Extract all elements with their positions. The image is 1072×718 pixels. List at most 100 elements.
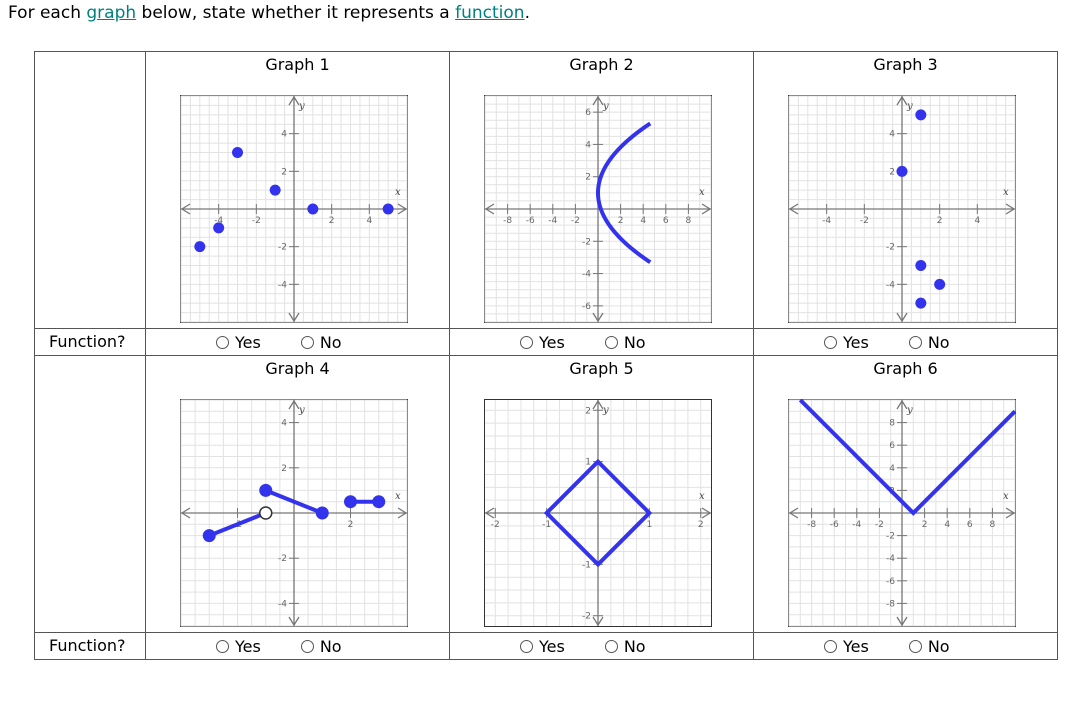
x-tick-label: -1	[542, 520, 551, 530]
radio-icon[interactable]	[520, 639, 533, 653]
yes-option-graph-5[interactable]: Yes	[520, 637, 565, 656]
y-axis-arrow	[896, 312, 908, 323]
y-axis-arrow	[592, 312, 604, 323]
graph-cell-1: Graph 1 x y -4 -2 2 4 4 2 -2 -4	[145, 51, 450, 329]
option-label: No	[623, 332, 646, 352]
radio-icon[interactable]	[908, 335, 922, 349]
y-tick-label: -2	[886, 243, 895, 253]
graph-link[interactable]: graph	[86, 3, 137, 23]
graph-plot-5: x y -2 -1 1 2 2 1 -1 -2	[484, 399, 712, 627]
y-tick-label: 2	[889, 167, 895, 177]
no-option-graph-3[interactable]: No	[908, 332, 950, 352]
x-tick-label: -4	[214, 216, 223, 226]
data-point	[915, 109, 927, 121]
option-label: No	[319, 636, 342, 656]
x-axis-label: x	[699, 491, 705, 502]
y-tick-label: -2	[582, 237, 591, 247]
closed-endpoint	[372, 495, 386, 509]
y-axis-label: y	[298, 405, 305, 416]
yes-option-graph-1[interactable]: Yes	[216, 333, 261, 352]
plot-content	[543, 458, 653, 568]
no-option-graph-4[interactable]: No	[300, 636, 342, 656]
option-label: No	[927, 332, 950, 352]
x-tick-label: 2	[618, 216, 624, 226]
x-tick-label: 6	[663, 216, 669, 226]
y-tick-label: -2	[582, 612, 591, 622]
graph-plot-3: x y -4 -2 2 4 4 2 -2 -4	[788, 95, 1016, 323]
data-point	[232, 147, 243, 158]
no-option-graph-2[interactable]: No	[604, 332, 646, 352]
y-tick-label: 4	[889, 464, 895, 474]
x-tick-label: 4	[944, 520, 950, 530]
x-tick-label: -2	[252, 216, 261, 226]
graph-svg: x y -4 -2 2 4 4 2 -2 -4	[180, 95, 408, 323]
radio-icon[interactable]	[908, 639, 922, 653]
y-tick-label: 4	[281, 130, 287, 140]
no-option-graph-5[interactable]: No	[604, 637, 646, 656]
x-axis-label: x	[699, 187, 705, 198]
x-tick-label: -2	[491, 520, 500, 530]
x-axis-arrow	[397, 507, 408, 519]
y-axis-label: y	[602, 405, 609, 416]
graph-title: Graph 4	[265, 359, 330, 378]
data-point	[915, 297, 927, 309]
y-tick-label: 4	[889, 130, 895, 140]
graph-title: Graph 1	[265, 55, 330, 74]
radio-icon[interactable]	[216, 335, 229, 349]
y-tick-label: 2	[281, 167, 287, 177]
x-tick-label: 2	[329, 216, 335, 226]
radio-icon[interactable]	[300, 639, 314, 653]
y-tick-label: -4	[886, 554, 895, 564]
radio-icon[interactable]	[604, 335, 618, 349]
y-tick-label: -1	[582, 560, 591, 570]
plot-content	[798, 399, 1016, 516]
x-tick-label: -4	[548, 216, 557, 226]
radio-icon[interactable]	[300, 335, 314, 349]
parabola-curve	[595, 121, 652, 264]
function-label-cell: Function?	[34, 632, 146, 660]
radio-icon[interactable]	[824, 335, 837, 349]
radio-icon[interactable]	[520, 335, 533, 349]
y-tick-label: -2	[278, 243, 287, 253]
closed-endpoint	[202, 529, 216, 543]
data-point	[896, 165, 908, 177]
yes-option-graph-3[interactable]: Yes	[824, 333, 869, 352]
label-cell	[34, 51, 146, 329]
y-tick-label: 6	[585, 108, 591, 118]
x-tick-label: -4	[852, 520, 861, 530]
x-axis-label: x	[1003, 187, 1009, 198]
y-tick-label: -2	[278, 554, 287, 564]
y-tick-label: -6	[582, 302, 591, 312]
function-link[interactable]: function	[455, 3, 525, 23]
radio-icon[interactable]	[824, 639, 837, 653]
plot-content	[194, 147, 394, 253]
x-axis-arrow	[484, 203, 495, 215]
x-axis-arrow	[180, 203, 191, 215]
x-tick-label: 2	[698, 520, 704, 530]
no-option-graph-1[interactable]: No	[300, 333, 342, 352]
y-tick-label: 4	[281, 419, 287, 429]
diamond-shape	[543, 458, 653, 568]
radio-icon[interactable]	[216, 639, 229, 653]
x-tick-label: -8	[807, 520, 816, 530]
y-axis-label: y	[602, 101, 609, 112]
y-axis-arrow	[592, 399, 604, 410]
x-axis-arrow	[701, 507, 712, 519]
x-tick-label: 4	[640, 216, 646, 226]
y-tick-label: -4	[886, 280, 895, 290]
function-label: Function?	[49, 636, 126, 655]
radio-icon[interactable]	[604, 639, 618, 653]
graphs-table: Graph 1 x y -4 -2 2 4 4 2 -2 -4 Graph 2 x y -8 -6 -4 -2 2…	[34, 51, 1058, 660]
y-tick-label: -4	[278, 280, 287, 290]
x-tick-label: 6	[967, 520, 973, 530]
answer-cell-1: Yes No	[145, 328, 450, 356]
x-axis-arrow	[788, 203, 799, 215]
graph-title: Graph 3	[873, 55, 938, 74]
x-axis-arrow	[1005, 203, 1016, 215]
yes-option-graph-4[interactable]: Yes	[216, 637, 261, 656]
no-option-graph-6[interactable]: No	[908, 637, 950, 656]
yes-option-graph-6[interactable]: Yes	[824, 637, 869, 656]
yes-option-graph-2[interactable]: Yes	[520, 333, 565, 352]
answer-cell-5: Yes No	[449, 632, 754, 660]
answer-cell-3: Yes No	[753, 328, 1058, 356]
